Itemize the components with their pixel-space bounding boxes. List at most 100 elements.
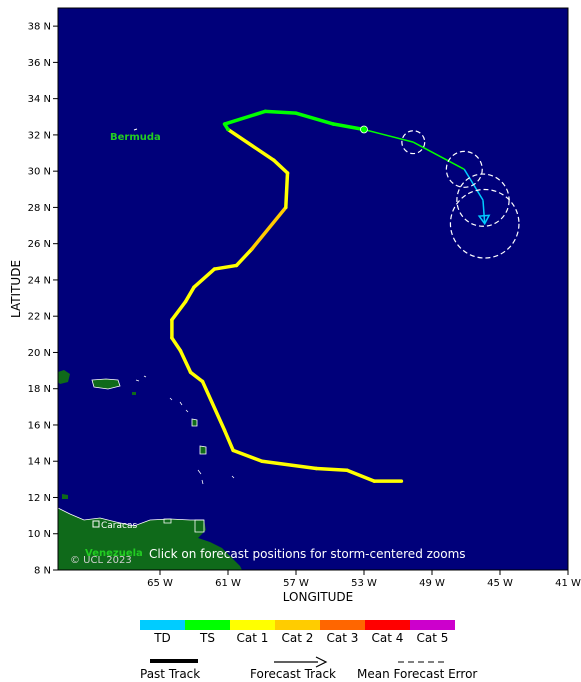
past-track-segment	[263, 109, 298, 115]
lat-tick-label: 8 N	[34, 566, 51, 577]
past-track-segment	[200, 379, 227, 433]
forecast-track-segment	[482, 200, 486, 224]
land-group	[57, 370, 242, 570]
caracas-marker	[92, 520, 100, 528]
past-track-segment	[178, 348, 193, 375]
lat-tick-label: 24 N	[28, 275, 51, 286]
legend-swatch-cat-4	[365, 620, 410, 630]
legend-label-cat-5: Cat 5	[417, 631, 449, 645]
past-track-segment	[183, 285, 196, 304]
legend-label-cat-3: Cat 3	[327, 631, 359, 645]
legend-label-cat-2: Cat 2	[282, 631, 314, 645]
longitude-ticks: 65 W 61 W 57 W 53 W 49 W 45 W 41 W	[147, 570, 581, 589]
legend-label-cat-4: Cat 4	[372, 631, 404, 645]
past-track-segment	[234, 247, 254, 268]
past-track-segment	[231, 448, 264, 463]
forecast-arrow-head	[477, 214, 491, 226]
lat-tick-label: 32 N	[28, 130, 51, 141]
forecast-track-segment	[412, 141, 465, 171]
current-position-marker[interactable]	[360, 125, 368, 134]
past-track-segment	[284, 171, 290, 210]
land-small-island-5	[164, 519, 171, 523]
click-note: Click on forecast positions for storm-ce…	[149, 547, 466, 561]
forecast-error-circles	[401, 130, 520, 259]
track-style-legend: Past Track Forecast Track Mean Forecast …	[140, 656, 477, 681]
legend-swatch-td	[140, 620, 185, 630]
copyright-label: © UCL 2023	[70, 555, 132, 566]
forecast-position-error-circle[interactable]	[401, 130, 426, 155]
land-small-island-2	[192, 419, 197, 426]
legend-swatch-cat-2	[275, 620, 320, 630]
lon-tick-label: 53 W	[351, 578, 377, 589]
legend-swatch-ts	[185, 620, 230, 630]
legend-swatch-cat-5	[410, 620, 455, 630]
legend-label-ts: TS	[199, 631, 215, 645]
plot-frame	[57, 7, 569, 571]
past-track-segment	[294, 111, 336, 126]
lon-tick-label: 49 W	[419, 578, 445, 589]
lat-tick-label: 14 N	[28, 457, 51, 468]
lon-tick-label: 45 W	[487, 578, 513, 589]
lat-tick-label: 34 N	[28, 94, 51, 105]
past-track-segment	[222, 428, 235, 453]
past-track-path	[170, 109, 404, 483]
forecast-arrow-head-icon	[315, 656, 328, 668]
lat-tick-label: 30 N	[28, 167, 51, 178]
past-track-segment	[260, 459, 319, 471]
past-track-segment	[192, 267, 217, 289]
lat-tick-label: 18 N	[28, 384, 51, 395]
past-track-segment	[272, 158, 290, 175]
legend-label-td: TD	[153, 631, 171, 645]
past-track-segment	[345, 468, 376, 483]
category-color-legend: TD TS Cat 1 Cat 2 Cat 3 Cat 4 Cat 5	[140, 620, 455, 645]
past-track-legend-label: Past Track	[140, 667, 200, 681]
latitude-ticks: 38 N 36 N 34 N 32 N 30 N 28 N 26 N 24 N 22 N 20 N…	[28, 22, 58, 577]
forecast-track-legend-label: Forecast Track	[250, 667, 336, 681]
past-track-segment	[188, 370, 205, 384]
lon-tick-label: 65 W	[147, 578, 173, 589]
forecast-position-error-circle[interactable]	[449, 188, 520, 259]
bermuda-label: Bermuda	[110, 132, 161, 143]
past-track-segment	[170, 299, 188, 322]
bermuda-marker	[133, 128, 138, 131]
lat-tick-label: 16 N	[28, 420, 51, 431]
lon-tick-label: 41 W	[555, 578, 581, 589]
legend-swatch-cat-1	[230, 620, 275, 630]
lat-tick-label: 38 N	[28, 22, 51, 33]
lat-tick-label: 20 N	[28, 348, 51, 359]
land-antilles-west	[58, 370, 70, 384]
lon-tick-label: 57 W	[283, 578, 309, 589]
lat-tick-label: 26 N	[28, 239, 51, 250]
past-track-segment	[226, 127, 276, 163]
lat-tick-label: 36 N	[28, 58, 51, 69]
venezuela-label: Venezuela	[85, 548, 143, 559]
land-puerto-rico-island	[92, 379, 120, 389]
mean-error-legend-label: Mean Forecast Error	[357, 667, 477, 681]
past-track-segment	[222, 109, 268, 126]
land-small-island-3	[200, 446, 206, 454]
land-small-island-4	[195, 520, 204, 532]
forecast-position-error-circle[interactable]	[445, 150, 483, 188]
lat-tick-label: 12 N	[28, 493, 51, 504]
lat-tick-label: 10 N	[28, 529, 51, 540]
lat-tick-label: 22 N	[28, 312, 51, 323]
past-track-segment	[314, 466, 349, 473]
ocean-plot-area[interactable]	[58, 8, 568, 570]
past-track-segment	[212, 263, 239, 271]
lon-tick-label: 61 W	[215, 578, 241, 589]
past-track-segment	[170, 336, 183, 353]
land-small-island-1	[132, 392, 136, 395]
island-outlines	[57, 375, 235, 533]
past-track-segment	[250, 205, 288, 251]
forecast-track-segment	[363, 128, 414, 143]
x-axis-title: LONGITUDE	[283, 590, 353, 604]
lat-tick-label: 28 N	[28, 203, 51, 214]
y-axis-title: LATITUDE	[9, 260, 23, 318]
legend-label-cat-1: Cat 1	[237, 631, 269, 645]
track-markers	[360, 125, 368, 134]
legend-swatch-cat-3	[320, 620, 365, 630]
land-small-island-6	[62, 494, 68, 499]
caracas-label: Caracas	[101, 521, 137, 531]
past-track-segment	[331, 122, 366, 132]
